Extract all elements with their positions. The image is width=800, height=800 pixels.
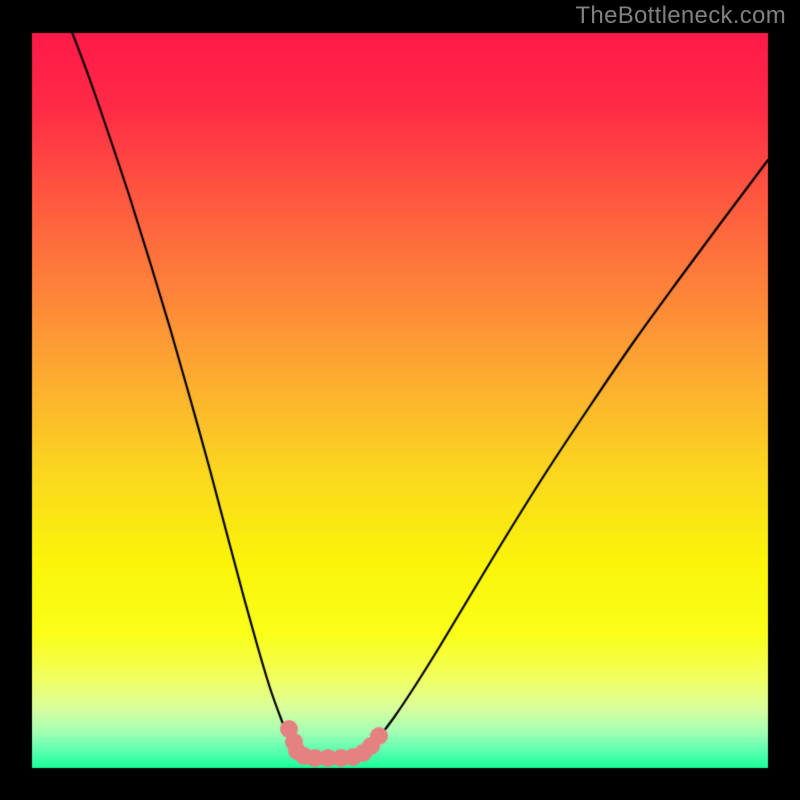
curve-canvas — [0, 0, 800, 800]
chart-stage: TheBottleneck.com — [0, 0, 800, 800]
watermark-text: TheBottleneck.com — [575, 2, 786, 30]
